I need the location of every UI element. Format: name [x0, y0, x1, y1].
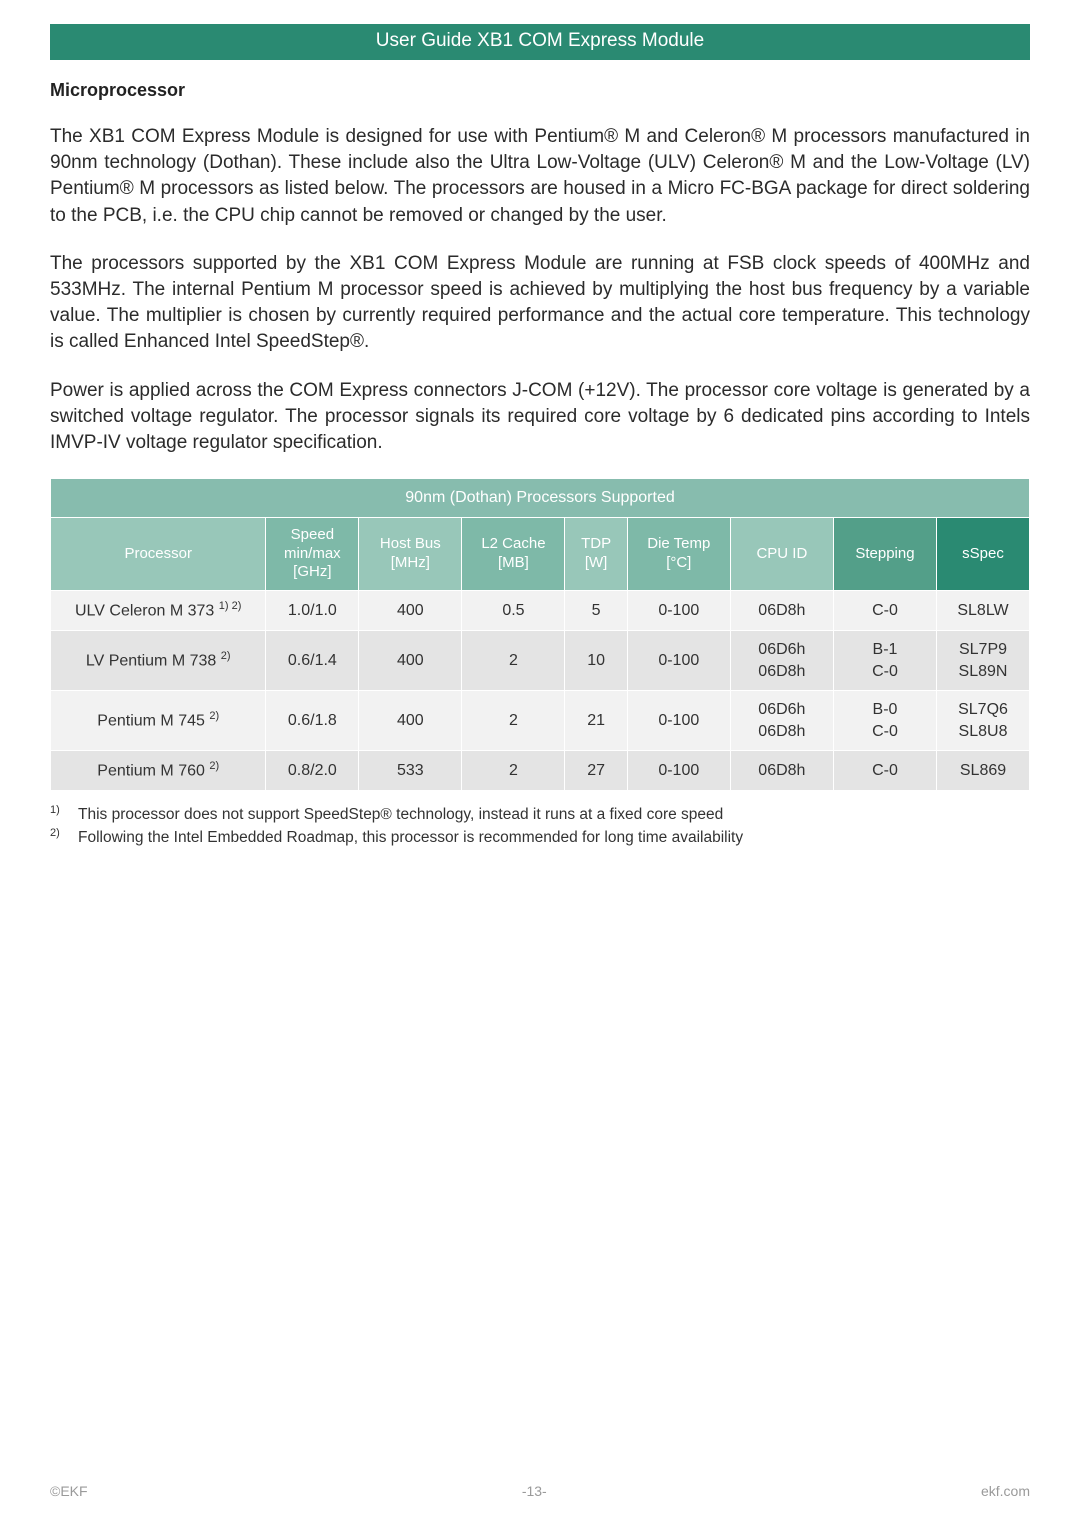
- table-body: ULV Celeron M 373 1) 2)1.0/1.04000.550-1…: [51, 591, 1029, 790]
- table-row: Pentium M 760 2)0.8/2.05332270-10006D8hC…: [51, 751, 1029, 790]
- col-header: Host Bus[MHz]: [359, 518, 461, 590]
- table-cell: SL8LW: [937, 591, 1029, 630]
- table-cell: C-0: [834, 751, 936, 790]
- table-cell: 0.6/1.8: [266, 691, 358, 750]
- footnote-1-num: 1): [50, 803, 64, 824]
- col-header: Speedmin/max[GHz]: [266, 518, 358, 590]
- col-header: Processor: [51, 518, 265, 590]
- table-header-row: ProcessorSpeedmin/max[GHz]Host Bus[MHz]L…: [51, 518, 1029, 590]
- table-cell: B-1C-0: [834, 631, 936, 690]
- footnotes: 1) This processor does not support Speed…: [50, 805, 1030, 849]
- footnote-2: 2) Following the Intel Embedded Roadmap,…: [50, 828, 1030, 849]
- table-cell: 0-100: [628, 751, 730, 790]
- table-row: ULV Celeron M 373 1) 2)1.0/1.04000.550-1…: [51, 591, 1029, 630]
- col-header: L2 Cache[MB]: [462, 518, 564, 590]
- processor-cell: LV Pentium M 738 2): [51, 631, 265, 690]
- footer-right: ekf.com: [981, 1482, 1030, 1501]
- table-cell: 0.6/1.4: [266, 631, 358, 690]
- col-header: Stepping: [834, 518, 936, 590]
- table-row: Pentium M 745 2)0.6/1.84002210-10006D6h0…: [51, 691, 1029, 750]
- table-cell: 400: [359, 631, 461, 690]
- processor-table: 90nm (Dothan) Processors Supported Proce…: [50, 478, 1030, 791]
- table-row: LV Pentium M 738 2)0.6/1.44002100-10006D…: [51, 631, 1029, 690]
- table-cell: SL7Q6SL8U8: [937, 691, 1029, 750]
- table-cell: 400: [359, 691, 461, 750]
- table-cell: 2: [462, 691, 564, 750]
- table-cell: 5: [565, 591, 626, 630]
- table-cell: 21: [565, 691, 626, 750]
- page-footer: ©EKF -13- ekf.com: [50, 1482, 1030, 1501]
- paragraph-3: Power is applied across the COM Express …: [50, 378, 1030, 457]
- table-title: 90nm (Dothan) Processors Supported: [51, 479, 1029, 517]
- processor-cell: Pentium M 745 2): [51, 691, 265, 750]
- table-cell: 0.8/2.0: [266, 751, 358, 790]
- col-header: Die Temp[°C]: [628, 518, 730, 590]
- table-cell: 400: [359, 591, 461, 630]
- processor-cell: Pentium M 760 2): [51, 751, 265, 790]
- table-cell: B-0C-0: [834, 691, 936, 750]
- table-cell: C-0: [834, 591, 936, 630]
- footnote-1: 1) This processor does not support Speed…: [50, 805, 1030, 826]
- table-cell: 0-100: [628, 691, 730, 750]
- paragraph-1: The XB1 COM Express Module is designed f…: [50, 124, 1030, 229]
- table-cell: 1.0/1.0: [266, 591, 358, 630]
- table-cell: 06D6h06D8h: [731, 631, 833, 690]
- footnote-1-text: This processor does not support SpeedSte…: [78, 805, 723, 826]
- table-cell: 2: [462, 751, 564, 790]
- paragraph-2: The processors supported by the XB1 COM …: [50, 251, 1030, 356]
- footnote-2-num: 2): [50, 826, 64, 847]
- table-cell: 0.5: [462, 591, 564, 630]
- table-cell: 533: [359, 751, 461, 790]
- table-cell: 06D8h: [731, 751, 833, 790]
- footnote-2-text: Following the Intel Embedded Roadmap, th…: [78, 828, 743, 849]
- section-heading: Microprocessor: [50, 78, 1030, 102]
- table-cell: SL869: [937, 751, 1029, 790]
- table-cell: 06D6h06D8h: [731, 691, 833, 750]
- table-cell: 06D8h: [731, 591, 833, 630]
- footer-left: ©EKF: [50, 1482, 88, 1501]
- col-header: CPU ID: [731, 518, 833, 590]
- table-cell: 0-100: [628, 631, 730, 690]
- col-header: sSpec: [937, 518, 1029, 590]
- footer-center: -13-: [522, 1482, 547, 1501]
- table-cell: 0-100: [628, 591, 730, 630]
- col-header: TDP[W]: [565, 518, 626, 590]
- table-cell: SL7P9SL89N: [937, 631, 1029, 690]
- table-cell: 27: [565, 751, 626, 790]
- table-cell: 2: [462, 631, 564, 690]
- table-cell: 10: [565, 631, 626, 690]
- header-band: User Guide XB1 COM Express Module: [50, 24, 1030, 60]
- processor-cell: ULV Celeron M 373 1) 2): [51, 591, 265, 630]
